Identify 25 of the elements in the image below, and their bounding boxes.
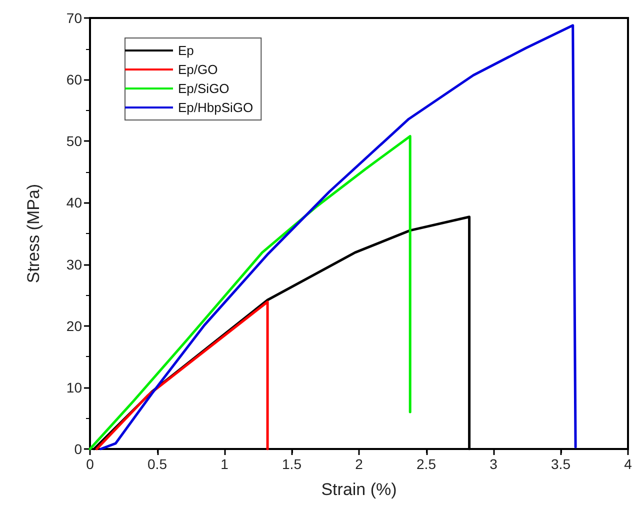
x-tick-label: 0 [86, 456, 94, 472]
legend-label: Ep/HbpSiGO [178, 100, 254, 115]
y-tick-label: 0 [74, 441, 82, 457]
x-tick-label: 0.5 [148, 456, 168, 472]
y-tick-label: 50 [66, 133, 82, 150]
x-axis-title: Strain (%) [321, 480, 397, 499]
x-tick-label: 2 [355, 456, 364, 472]
legend-label: Ep [178, 43, 194, 58]
x-tick-label: 1.5 [282, 456, 302, 472]
y-tick-label: 30 [66, 256, 82, 272]
line-series [88, 134, 412, 450]
x-tick-label: 4 [624, 456, 632, 472]
y-tick-label: 40 [66, 194, 82, 211]
legend-label: Ep/GO [178, 62, 218, 77]
y-axis-title: Stress (MPa) [24, 184, 43, 284]
x-tick-label: 3.5 [551, 456, 571, 472]
y-tick-label: 60 [66, 72, 82, 88]
x-tick-label: 3 [490, 456, 498, 472]
x-tick-label: 1 [220, 456, 229, 472]
y-tick-label: 20 [66, 318, 82, 334]
y-tick-label: 10 [66, 379, 82, 396]
x-tick-label: 2.5 [416, 456, 436, 472]
line-series [100, 24, 577, 450]
y-tick-label: 70 [66, 10, 82, 26]
legend-label: Ep/SiGO [178, 81, 230, 96]
